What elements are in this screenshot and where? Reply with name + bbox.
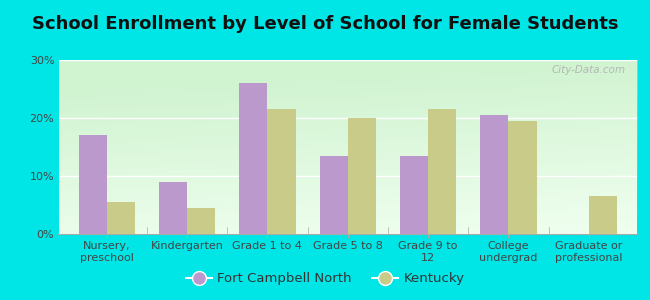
- Legend: Fort Campbell North, Kentucky: Fort Campbell North, Kentucky: [181, 267, 469, 290]
- Bar: [589, 196, 617, 234]
- Bar: [187, 208, 215, 234]
- Bar: [239, 83, 267, 234]
- Text: School Enrollment by Level of School for Female Students: School Enrollment by Level of School for…: [32, 15, 618, 33]
- Bar: [267, 109, 296, 234]
- Text: City-Data.com: City-Data.com: [551, 65, 625, 75]
- Bar: [480, 115, 508, 234]
- Bar: [79, 135, 107, 234]
- Bar: [428, 109, 456, 234]
- Bar: [320, 156, 348, 234]
- Bar: [348, 118, 376, 234]
- Bar: [107, 202, 135, 234]
- Bar: [400, 156, 428, 234]
- Bar: [508, 121, 536, 234]
- Bar: [159, 182, 187, 234]
